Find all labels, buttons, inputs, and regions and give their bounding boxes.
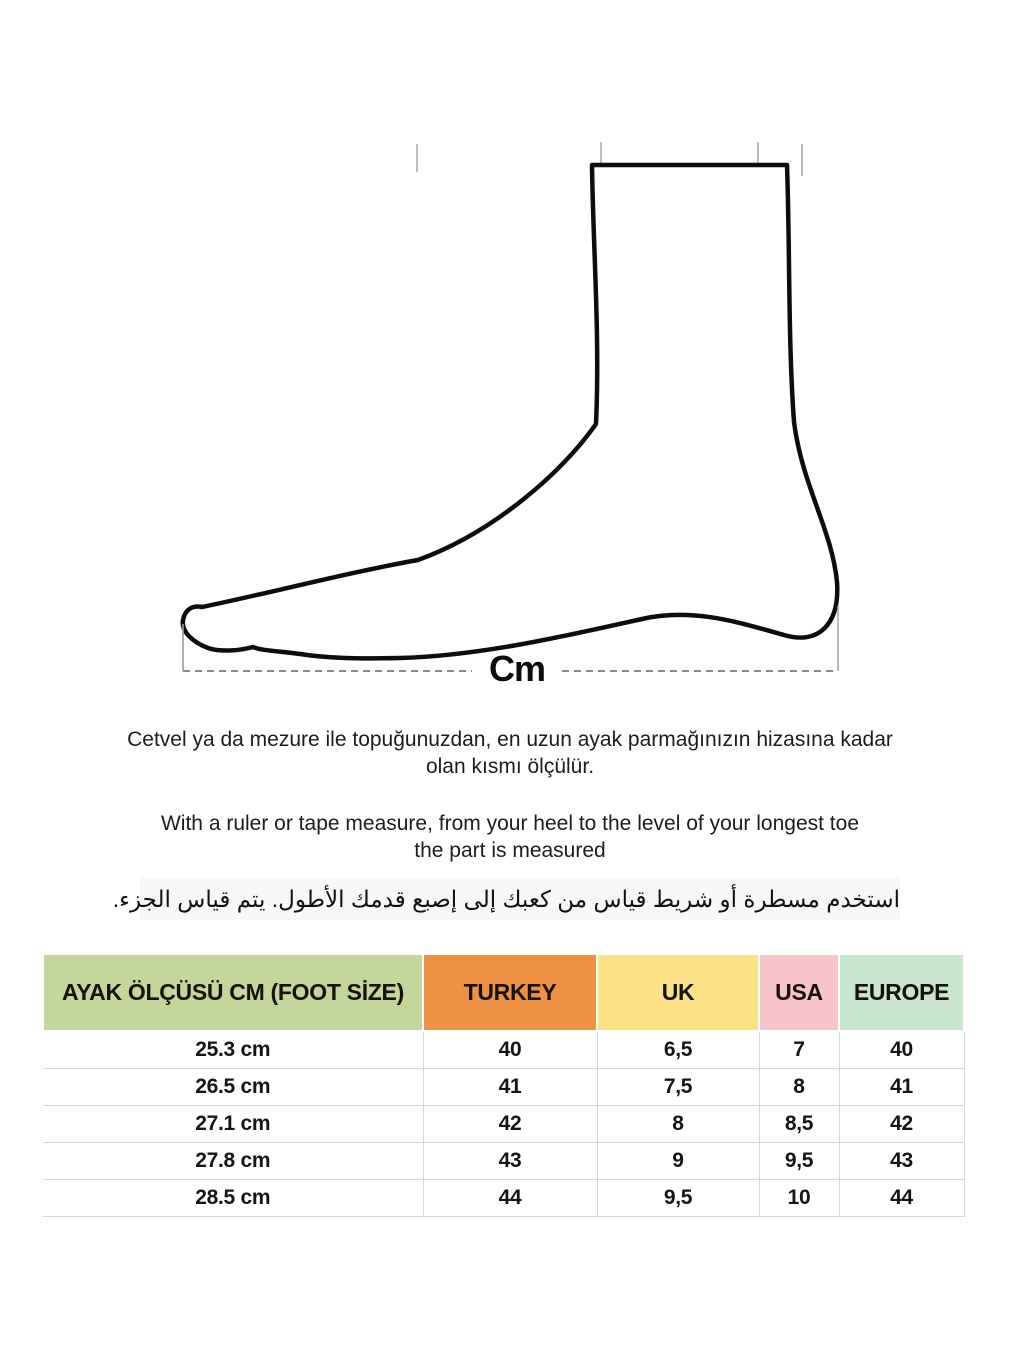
column-header-turkey: TURKEY <box>422 953 598 1032</box>
table-row: 28.5 cm 44 9,5 10 44 <box>43 1179 965 1217</box>
cell-foot-size: 27.1 cm <box>43 1105 424 1143</box>
cell-uk: 9 <box>597 1142 760 1180</box>
column-header-foot-size: AYAK ÖLÇÜSÜ CM (FOOT SİZE) <box>42 953 424 1032</box>
size-conversion-table: AYAK ÖLÇÜSÜ CM (FOOT SİZE) TURKEY UK USA… <box>42 953 965 1217</box>
cell-uk: 8 <box>597 1105 760 1143</box>
instruction-turkish: Cetvel ya da mezure ile topuğunuzdan, en… <box>127 728 893 778</box>
cell-usa: 8,5 <box>759 1105 840 1143</box>
cell-europe: 43 <box>839 1142 965 1180</box>
cell-turkey: 40 <box>423 1031 598 1069</box>
table-header-row: AYAK ÖLÇÜSÜ CM (FOOT SİZE) TURKEY UK USA… <box>42 953 965 1032</box>
table-row: 27.1 cm 42 8 8,5 42 <box>43 1105 965 1143</box>
cell-europe: 41 <box>839 1068 965 1106</box>
table-row: 25.3 cm 40 6,5 7 40 <box>43 1031 965 1069</box>
foot-outline <box>180 162 840 661</box>
cell-usa: 7 <box>759 1031 840 1069</box>
instruction-english: With a ruler or tape measure, from your … <box>160 812 859 862</box>
cell-uk: 9,5 <box>597 1179 760 1217</box>
table-row: 26.5 cm 41 7,5 8 41 <box>43 1068 965 1106</box>
cell-turkey: 44 <box>423 1179 598 1217</box>
cell-usa: 9,5 <box>759 1142 840 1180</box>
cell-uk: 7,5 <box>597 1068 760 1106</box>
column-header-uk: UK <box>596 953 760 1032</box>
cell-foot-size: 25.3 cm <box>43 1031 424 1069</box>
cell-europe: 40 <box>839 1031 965 1069</box>
cell-turkey: 42 <box>423 1105 598 1143</box>
column-header-europe: EUROPE <box>838 953 965 1032</box>
cell-foot-size: 26.5 cm <box>43 1068 424 1106</box>
crop-tick-marks <box>416 142 803 176</box>
cell-europe: 42 <box>839 1105 965 1143</box>
column-header-usa: USA <box>758 953 840 1032</box>
cell-usa: 10 <box>759 1179 840 1217</box>
cell-uk: 6,5 <box>597 1031 760 1069</box>
cell-foot-size: 27.8 cm <box>43 1142 424 1180</box>
cell-foot-size: 28.5 cm <box>43 1179 424 1217</box>
cm-measure-label: Cm <box>488 648 546 689</box>
foot-measurement-diagram <box>180 142 840 672</box>
cell-turkey: 41 <box>423 1068 598 1106</box>
cell-europe: 44 <box>839 1179 965 1217</box>
table-row: 27.8 cm 43 9 9,5 43 <box>43 1142 965 1180</box>
instruction-arabic: استخدم مسطرة أو شريط قياس من كعبك إلى إص… <box>113 878 900 920</box>
cell-turkey: 43 <box>423 1142 598 1180</box>
cell-usa: 8 <box>759 1068 840 1106</box>
